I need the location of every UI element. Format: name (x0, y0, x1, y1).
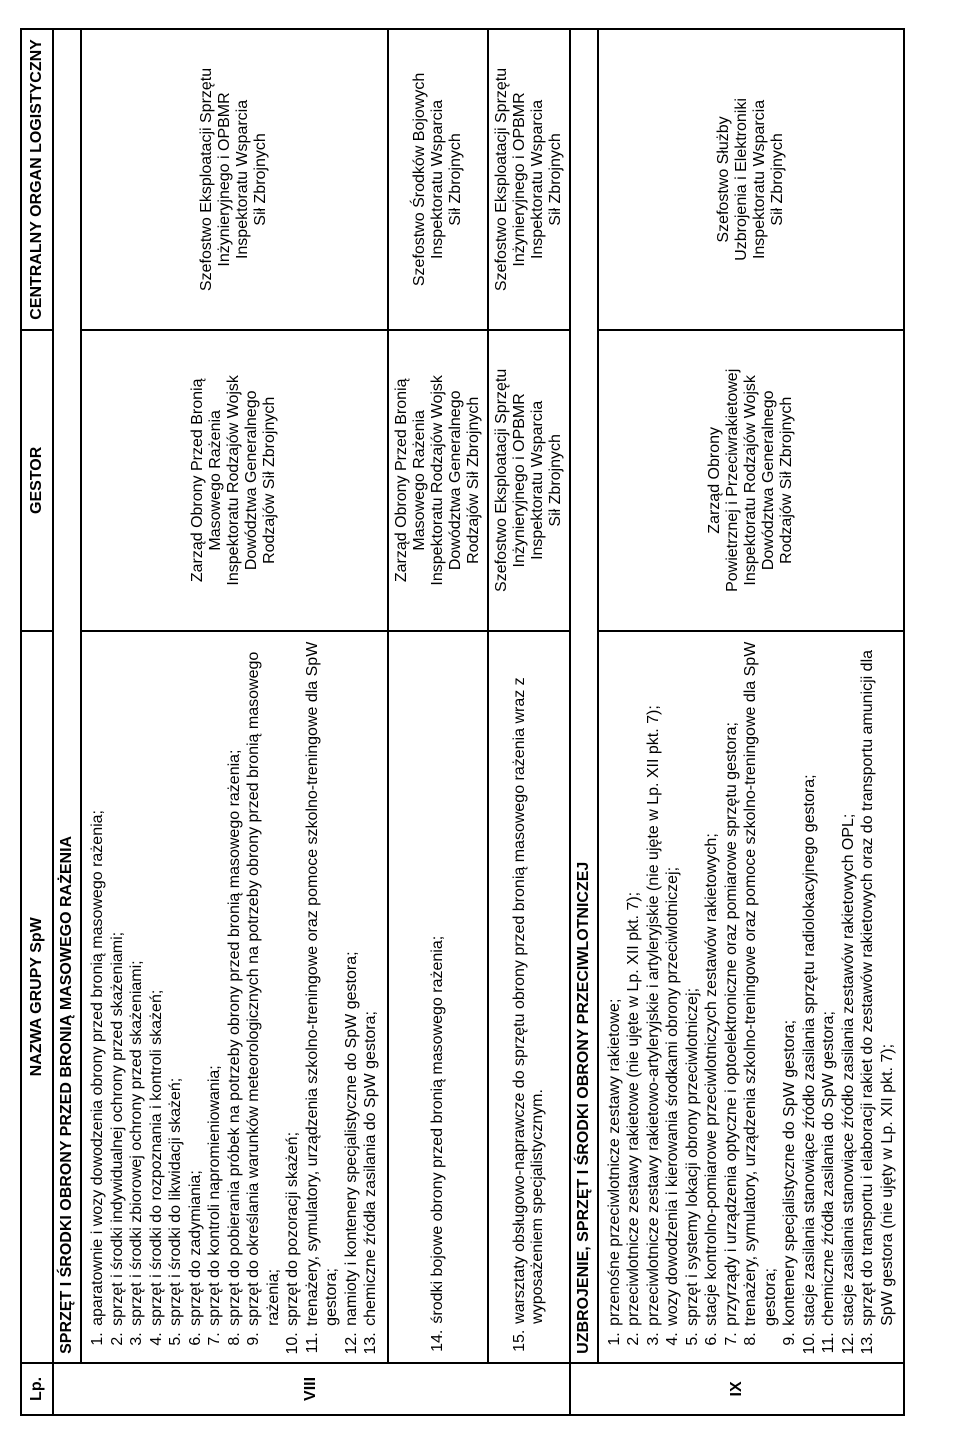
header-col: CENTRALNY ORGAN LOGISTYCZNY (21, 29, 53, 330)
text-line: Inspektoratu Wsparcia (751, 38, 769, 321)
section-viii-lp: VIII (53, 1363, 570, 1415)
ix-block1-list: przenośne przeciwlotnicze zestawy rakiet… (605, 640, 898, 1354)
list-item: przeciwlotnicze zestawy rakietowe (nie u… (624, 640, 644, 1328)
viii-block2-num: 14. (429, 1330, 447, 1352)
list-item: sprzęt do zadymiania; (186, 640, 206, 1328)
viii-block3-gestor: Szefostwo Eksploatacji SprzętuInżynieryj… (488, 330, 570, 631)
text-line: Zarząd Obrony (706, 339, 724, 622)
header-name: NAZWA GRUPY SpW (21, 631, 53, 1363)
ix-block1-col: Szefostwo SłużbyUzbrojenia i Elektroniki… (598, 29, 905, 330)
text-line: Dowództwa Generalnego (243, 339, 261, 622)
list-item: przenośne przeciwlotnicze zestawy rakiet… (605, 640, 625, 1328)
text-line: Szefostwo Eksploatacji Sprzętu (493, 339, 511, 622)
viii-block3-col: Szefostwo Eksploatacji SprzętuInżynieryj… (488, 29, 570, 330)
text-line: Inspektoratu Wsparcia (234, 38, 252, 321)
list-item: trenażery, symulatory, urządzenia szkoln… (303, 640, 342, 1328)
text-line: Inspektoratu Wsparcia (529, 339, 547, 622)
main-table: Lp. NAZWA GRUPY SpW GESTOR CENTRALNY ORG… (20, 28, 905, 1416)
list-item: chemiczne źródła zasilania do SpW gestor… (361, 640, 381, 1328)
list-item: przyrządy i urządzenia optyczne i optoel… (722, 640, 742, 1328)
text-line: Dowództwa Generalnego (447, 339, 465, 622)
list-item: sprzęt do określania warunków meteorolog… (244, 640, 283, 1328)
text-line: Inspektoratu Wsparcia (429, 38, 447, 321)
text-line: Inżynieryjnego i OPBMR (216, 38, 234, 321)
text-line: Rodzajów Sił Zbrojnych (465, 339, 483, 622)
viii-block3-num: 15. (511, 1330, 547, 1352)
viii-block3-cell: 15. warsztaty obsługowo-naprawcze do spr… (488, 631, 570, 1363)
header-lp: Lp. (21, 1363, 53, 1415)
text-line: Powietrznej i Przeciwrakietowej (724, 339, 742, 622)
list-item: sprzęt i środki do likwidacji skażeń; (166, 640, 186, 1328)
text-line: Sił Zbrojnych (769, 38, 787, 321)
section-ix-title: UZBROJENIE, SPRZĘT I ŚRODKI OBRONY PRZEC… (570, 29, 598, 1363)
list-item: stacje kontrolno-pomiarowe przeciwlotnic… (702, 640, 722, 1328)
text-line: Inżynieryjnego i OPBMR (511, 38, 529, 321)
list-item: sprzęt do pozoracji skażeń; (283, 640, 303, 1328)
text-line: Masowego Rażenia (411, 339, 429, 622)
page-root: Lp. NAZWA GRUPY SpW GESTOR CENTRALNY ORG… (0, 0, 960, 1444)
list-item: wozy dowodzenia i kierowania środkami ob… (663, 640, 683, 1328)
list-item: aparatownie i wozy dowodzenia obrony prz… (88, 640, 108, 1328)
text-line: Inspektoratu Wsparcia (529, 38, 547, 321)
text-line: Dowództwa Generalnego (760, 339, 778, 622)
list-item: sprzęt i środki zbiorowej ochrony przed … (127, 640, 147, 1328)
text-line: Szefostwo Eksploatacji Sprzętu (493, 38, 511, 321)
text-line: Masowego Rażenia (207, 339, 225, 622)
section-viii-title: SPRZĘT I ŚRODKI OBRONY PRZED BRONIĄ MASO… (53, 29, 81, 1363)
text-line: Szefostwo Służby (715, 38, 733, 321)
ix-block1-items-cell: przenośne przeciwlotnicze zestawy rakiet… (598, 631, 905, 1363)
viii-block1-items-cell: aparatownie i wozy dowodzenia obrony prz… (81, 631, 388, 1363)
viii-block1-col: Szefostwo Eksploatacji SprzętuInżynieryj… (81, 29, 388, 330)
text-line: Sił Zbrojnych (547, 38, 565, 321)
text-line: Sił Zbrojnych (447, 38, 465, 321)
text-line: Rodzajów Sił Zbrojnych (261, 339, 279, 622)
list-item: kontenery specjalistyczne do SpW gestora… (780, 640, 800, 1328)
list-item: sprzęt i systemy lokacji obrony przeciwl… (683, 640, 703, 1328)
text-line: Rodzajów Sił Zbrojnych (778, 339, 796, 622)
list-item: chemiczne źródła zasilania do SpW gestor… (819, 640, 839, 1328)
header-gestor: GESTOR (21, 330, 53, 631)
text-line: Inspektoratu Rodzajów Wojsk (429, 339, 447, 622)
list-item: sprzęt do transportu i elaboracji rakiet… (858, 640, 897, 1328)
section-ix-lp: IX (570, 1363, 905, 1415)
text-line: Zarząd Obrony Przed Bronią (189, 339, 207, 622)
list-item: stacje zasilania stanowiące źródło zasil… (800, 640, 820, 1328)
text-line: Szefostwo Środków Bojowych (411, 38, 429, 321)
list-item: sprzęt do kontroli napromieniowania; (205, 640, 225, 1328)
viii-block3-text: warsztaty obsługowo-naprawcze do sprzętu… (511, 640, 547, 1324)
text-line: Inżynieryjnego i OPBMR (511, 339, 529, 622)
text-line: Sił Zbrojnych (547, 339, 565, 622)
list-item: sprzęt i środki indywidualnej ochrony pr… (108, 640, 128, 1328)
list-item: stacje zasilania stanowiące źródło zasil… (839, 640, 859, 1328)
ix-block1-gestor: Zarząd ObronyPowietrznej i Przeciwrakiet… (598, 330, 905, 631)
viii-block2-gestor: Zarząd Obrony Przed BroniąMasowego Rażen… (388, 330, 488, 631)
list-item: trenażery, symulatory, urządzenia szkoln… (741, 640, 780, 1328)
text-line: Zarząd Obrony Przed Bronią (393, 339, 411, 622)
viii-block1-gestor: Zarząd Obrony Przed BroniąMasowego Rażen… (81, 330, 388, 631)
viii-block2-col: Szefostwo Środków BojowychInspektoratu W… (388, 29, 488, 330)
list-item: sprzęt do pobierania próbek na potrzeby … (225, 640, 245, 1328)
text-line: Inspektoratu Rodzajów Wojsk (225, 339, 243, 622)
list-item: sprzęt i środki do rozpoznania i kontrol… (147, 640, 167, 1328)
text-line: Inspektoratu Rodzajów Wojsk (742, 339, 760, 622)
text-line: Szefostwo Eksploatacji Sprzętu (198, 38, 216, 321)
list-item: przeciwlotnicze zestawy rakietowo-artyle… (644, 640, 664, 1328)
viii-block1-list: aparatownie i wozy dowodzenia obrony prz… (88, 640, 381, 1354)
text-line: Sił Zbrojnych (252, 38, 270, 321)
viii-block2-text: środki bojowe obrony przed bronią masowe… (429, 936, 447, 1324)
text-line: Uzbrojenia i Elektroniki (733, 38, 751, 321)
list-item: namioty i kontenery specjalistyczne do S… (342, 640, 362, 1328)
viii-block2-cell: 14. środki bojowe obrony przed bronią ma… (388, 631, 488, 1363)
